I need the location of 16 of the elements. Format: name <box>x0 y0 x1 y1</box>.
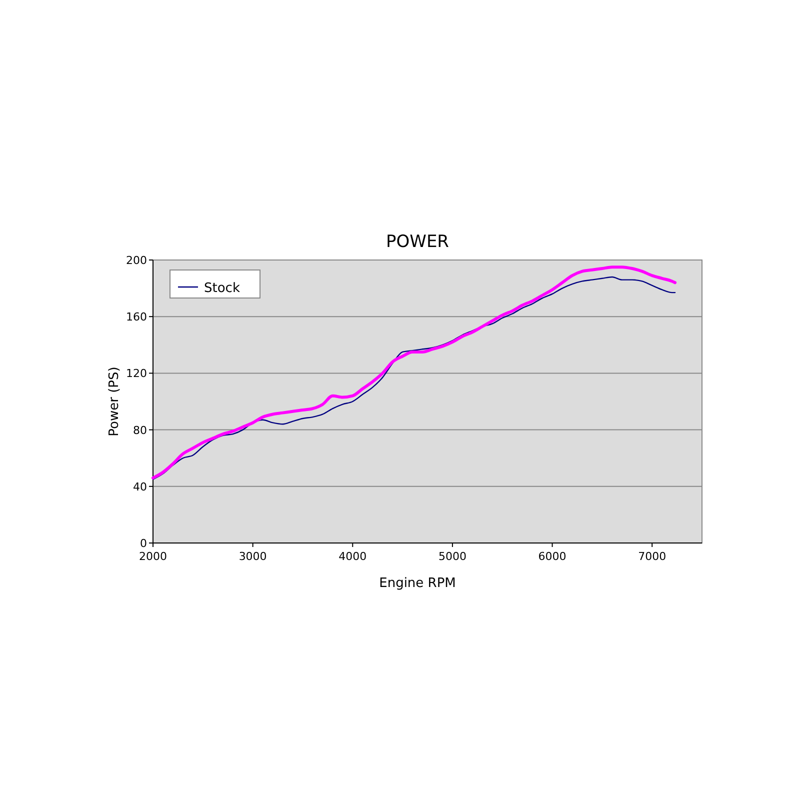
y-tick-label: 40 <box>133 480 147 494</box>
y-tick-label: 200 <box>126 254 147 267</box>
x-tick-label: 7000 <box>638 550 666 563</box>
legend-label: Stock <box>204 281 240 296</box>
y-axis-title: Power (PS) <box>107 366 122 436</box>
x-tick-label: 5000 <box>438 550 466 563</box>
x-tick-label: 2000 <box>139 550 167 563</box>
y-tick-label: 160 <box>126 310 147 324</box>
y-tick-label: 0 <box>140 537 147 550</box>
chart-title: POWER <box>386 232 450 252</box>
y-tick-label: 80 <box>133 424 147 437</box>
x-tick-label: 3000 <box>238 550 267 563</box>
y-tick-label: 120 <box>126 367 147 380</box>
x-tick-label: 4000 <box>338 550 367 563</box>
x-tick-label: 6000 <box>538 550 566 563</box>
x-axis-title: Engine RPM <box>379 576 456 591</box>
